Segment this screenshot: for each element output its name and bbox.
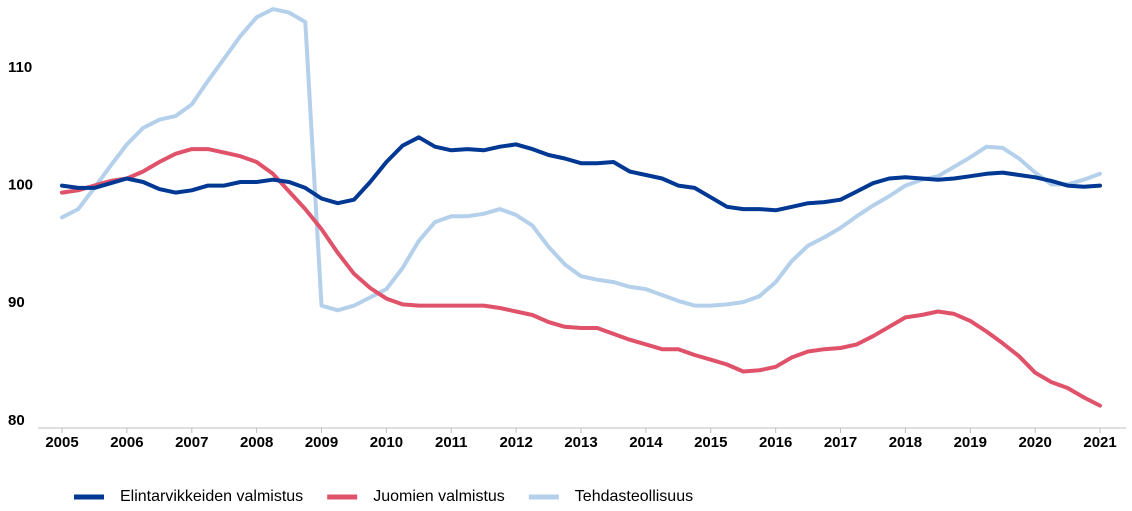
- x-tick-label: 2018: [889, 434, 922, 451]
- legend-label: Juomien valmistus: [373, 488, 505, 505]
- x-tick-label: 2017: [824, 434, 857, 451]
- y-tick-label: 110: [8, 59, 32, 76]
- x-tick-label: 2011: [435, 434, 468, 451]
- x-tick-label: 2015: [694, 434, 727, 451]
- series-line: [60, 7, 1102, 313]
- series-line: [60, 135, 1102, 213]
- legend-label: Elintarvikkeiden valmistus: [120, 488, 303, 505]
- x-tick-label: 2009: [305, 434, 338, 451]
- x-tick-label: 2006: [110, 434, 143, 451]
- x-tick-label: 2016: [759, 434, 792, 451]
- x-tick-label: 2014: [629, 434, 663, 451]
- series-line: [60, 147, 1102, 408]
- x-tick-label: 2019: [954, 434, 987, 451]
- x-tick-label: 2012: [499, 434, 532, 451]
- legend-label: Tehdasteollisuus: [575, 488, 693, 505]
- y-tick-label: 80: [8, 412, 25, 429]
- x-tick-label: 2021: [1083, 434, 1116, 451]
- y-tick-label: 100: [8, 177, 33, 194]
- x-tick-label: 2010: [370, 434, 403, 451]
- x-tick-label: 2020: [1018, 434, 1051, 451]
- x-tick-label: 2007: [175, 434, 208, 451]
- y-tick-label: 90: [8, 294, 25, 311]
- x-tick-label: 2008: [240, 434, 273, 451]
- x-tick-label: 2005: [45, 434, 78, 451]
- x-tick-label: 2013: [564, 434, 597, 451]
